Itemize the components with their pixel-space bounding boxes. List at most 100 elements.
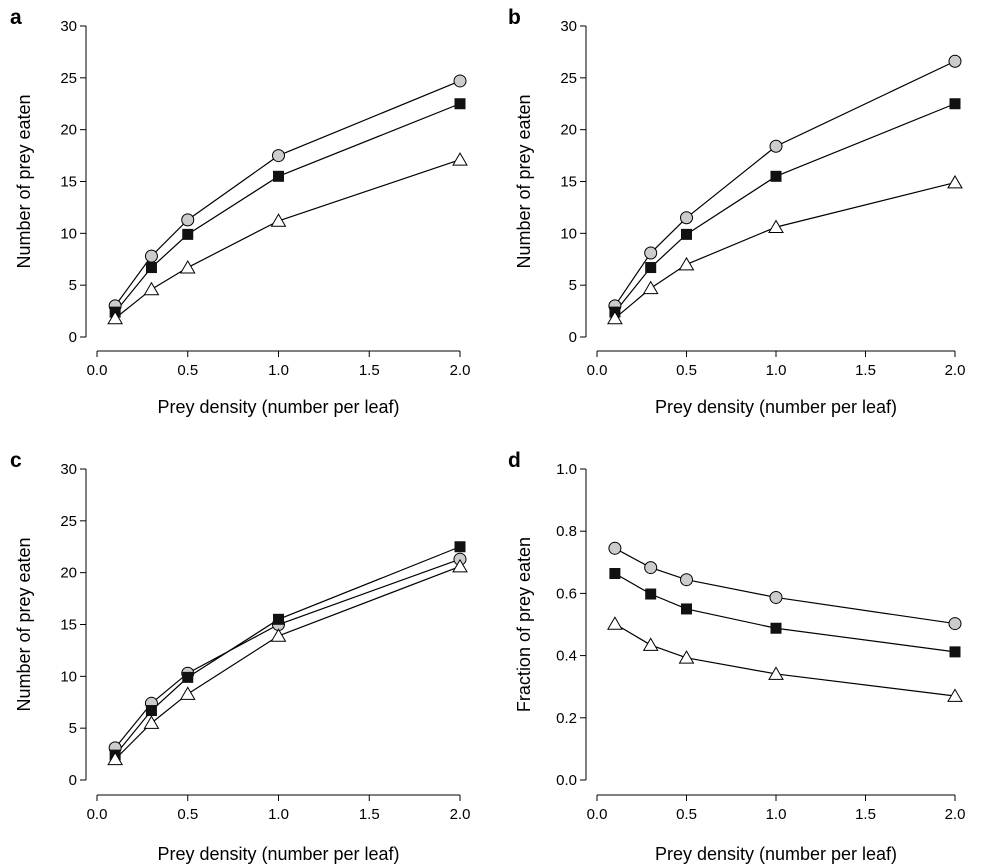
x-tick-label: 1.0 <box>268 806 289 823</box>
y-axis-title: Fraction of prey eaten <box>514 537 534 712</box>
x-tick-label: 0.0 <box>87 806 108 823</box>
y-tick-label: 0.2 <box>556 710 577 727</box>
data-point-square <box>454 541 466 553</box>
x-tick-label: 2.0 <box>450 806 471 823</box>
data-point-square <box>949 98 961 110</box>
y-tick-label: 0 <box>569 329 577 346</box>
data-point-circle <box>144 249 158 263</box>
data-point-triangle <box>678 650 695 664</box>
x-tick-label: 1.5 <box>855 806 876 823</box>
x-tick-label: 0.0 <box>87 362 108 379</box>
data-point-circle <box>644 561 658 575</box>
y-tick-label: 30 <box>60 18 77 35</box>
data-point-triangle <box>452 152 468 166</box>
y-tick-label: 20 <box>560 122 577 139</box>
series-line-circle-gray <box>614 60 956 307</box>
data-point-triangle <box>642 637 659 651</box>
data-point-square <box>454 98 466 110</box>
data-point-triangle <box>270 628 287 642</box>
panel-letter: a <box>10 6 22 29</box>
y-tick-label: 25 <box>60 70 77 87</box>
data-point-triangle <box>947 174 963 189</box>
data-point-triangle <box>607 310 623 325</box>
data-point-triangle <box>107 751 124 766</box>
data-point-circle <box>680 573 693 587</box>
x-tick-label: 2.0 <box>945 806 966 823</box>
series-line-square-black <box>114 103 461 313</box>
data-point-circle <box>272 149 285 163</box>
y-tick-label: 25 <box>560 70 577 87</box>
x-tick-label: 1.0 <box>268 362 289 379</box>
series-line-circle-gray <box>114 558 461 749</box>
x-axis-title: Prey density (number per leaf) <box>157 397 399 417</box>
y-tick-label: 15 <box>60 174 77 191</box>
chart-panel-c: c 0 5 10 15 20 25 30 0.0 0.5 1.0 1.5 2.0 Prey density… <box>10 449 470 864</box>
y-tick-label: 1.0 <box>556 461 577 478</box>
x-tick-label: 0.0 <box>587 806 608 823</box>
data-point-square <box>645 262 657 274</box>
y-tick-label: 10 <box>560 225 577 242</box>
x-axis-title: Prey density (number per leaf) <box>157 844 399 864</box>
data-point-circle <box>453 74 467 88</box>
data-point-triangle <box>143 281 160 296</box>
x-tick-label: 0.5 <box>177 362 198 379</box>
data-point-circle <box>948 617 962 631</box>
x-tick-label: 0.5 <box>676 362 697 379</box>
data-point-triangle <box>452 558 468 573</box>
data-point-triangle <box>768 219 784 234</box>
y-tick-label: 0.4 <box>556 648 577 665</box>
y-tick-label: 0.0 <box>556 772 577 789</box>
y-tick-label: 10 <box>60 668 77 685</box>
series-line-triangle-open <box>614 181 956 319</box>
x-tick-label: 1.0 <box>766 806 787 823</box>
data-point-square <box>273 613 284 625</box>
data-point-triangle <box>642 280 659 295</box>
y-tick-label: 15 <box>560 174 577 191</box>
data-point-square <box>645 588 657 600</box>
y-tick-label: 20 <box>60 122 77 139</box>
x-tick-label: 2.0 <box>945 362 966 379</box>
x-tick-label: 1.5 <box>359 362 380 379</box>
data-point-circle <box>181 213 195 227</box>
y-tick-label: 20 <box>60 565 77 582</box>
y-tick-label: 0 <box>69 329 77 346</box>
data-point-square <box>145 262 157 274</box>
series-line-square-black <box>614 103 956 313</box>
data-point-triangle <box>270 213 287 227</box>
y-tick-label: 15 <box>60 617 77 634</box>
data-point-triangle <box>179 686 196 700</box>
data-point-square <box>182 671 194 683</box>
x-axis-title: Prey density (number per leaf) <box>655 397 897 417</box>
series-line-triangle-open <box>614 623 956 697</box>
data-point-square <box>145 705 157 717</box>
data-point-triangle <box>947 688 963 702</box>
data-point-square <box>609 567 621 579</box>
chart-panel-b: b 0 5 10 15 20 25 30 0.0 0.5 1.0 1.5 2.0 Prey density… <box>508 6 965 417</box>
data-point-triangle <box>768 666 784 680</box>
y-tick-label: 30 <box>560 18 577 35</box>
data-point-square <box>770 622 782 634</box>
panel-letter: b <box>508 6 521 29</box>
y-axis-title: Number of prey eaten <box>14 537 34 711</box>
data-point-circle <box>644 246 658 260</box>
data-point-square <box>681 228 692 240</box>
y-tick-label: 0 <box>69 772 77 789</box>
data-point-triangle <box>607 616 623 630</box>
y-tick-label: 5 <box>569 277 577 294</box>
x-tick-label: 2.0 <box>450 362 471 379</box>
y-tick-label: 0.8 <box>556 523 577 540</box>
series-line-square-black <box>614 572 956 653</box>
y-tick-label: 10 <box>60 225 77 242</box>
data-point-square <box>681 603 692 615</box>
data-point-circle <box>608 541 622 555</box>
x-tick-label: 0.5 <box>676 806 697 823</box>
series-line-triangle-open <box>114 565 461 760</box>
data-point-circle <box>769 590 783 604</box>
chart-panel-a: a 0 5 10 15 20 25 30 0.0 0.5 1.0 1.5 2.0 Prey density… <box>10 6 470 417</box>
data-point-square <box>770 170 782 182</box>
data-point-square <box>182 228 194 240</box>
y-axis-title: Number of prey eaten <box>514 94 534 268</box>
x-tick-label: 1.0 <box>766 362 787 379</box>
series-line-circle-gray <box>614 547 956 625</box>
